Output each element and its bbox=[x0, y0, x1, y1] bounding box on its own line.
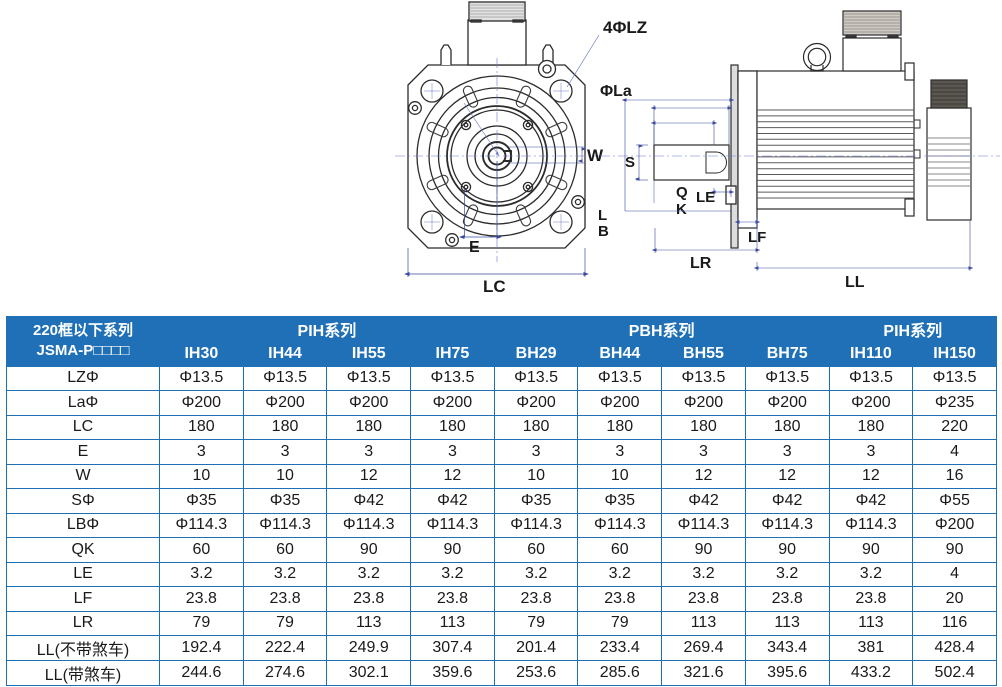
svg-text:LE: LE bbox=[696, 189, 715, 206]
svg-text:Q: Q bbox=[676, 184, 688, 201]
svg-text:LL: LL bbox=[845, 274, 865, 291]
svg-text:E: E bbox=[469, 239, 480, 256]
svg-text:ΦLa: ΦLa bbox=[600, 83, 632, 100]
svg-text:LR: LR bbox=[690, 255, 712, 272]
svg-text:K: K bbox=[676, 201, 687, 218]
svg-text:S: S bbox=[625, 154, 635, 171]
svg-text:L: L bbox=[598, 207, 607, 224]
svg-text:B: B bbox=[598, 223, 609, 240]
svg-text:W: W bbox=[587, 146, 604, 165]
svg-text:4ΦLZ: 4ΦLZ bbox=[603, 18, 647, 37]
svg-text:LC: LC bbox=[483, 277, 506, 296]
